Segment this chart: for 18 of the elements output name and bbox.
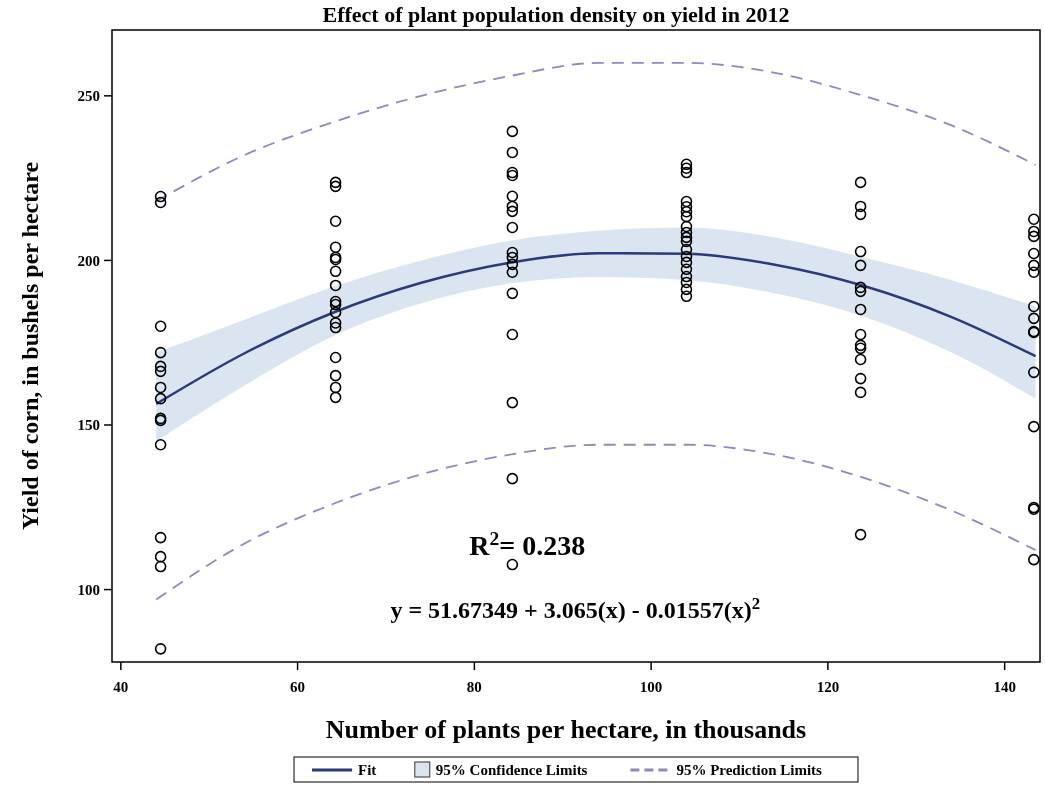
y-tick-label: 100: [77, 581, 100, 598]
legend-label: 95% Prediction Limits: [676, 762, 823, 778]
y-axis-title: Yield of corn, in bushels per hectare: [17, 161, 43, 531]
annotation: R$^{2}$= 0.238: [469, 527, 586, 561]
x-tick-label: 140: [993, 679, 1016, 695]
x-tick-label: 40: [113, 679, 129, 695]
x-tick-label: 100: [639, 679, 663, 695]
x-tick-label: 120: [816, 679, 840, 695]
text: 95% Confidence Limits: [435, 762, 588, 778]
chart-title: Effect of plant population density on yield in 2012: [322, 2, 790, 27]
legend-label: Fit: [358, 762, 377, 778]
annotation: y = 51.67349 + 3.065(x) - 0.01557(x)$^{2}$: [390, 593, 761, 623]
x-tick-label: 60: [290, 679, 306, 695]
y-tick-label: 150: [77, 417, 100, 434]
y-tick-label: 200: [77, 252, 100, 269]
y-tick-label: 250: [77, 88, 100, 105]
x-tick-label: 80: [466, 679, 482, 695]
x-axis-title: Number of plants per hectare, in thousands: [325, 715, 807, 744]
